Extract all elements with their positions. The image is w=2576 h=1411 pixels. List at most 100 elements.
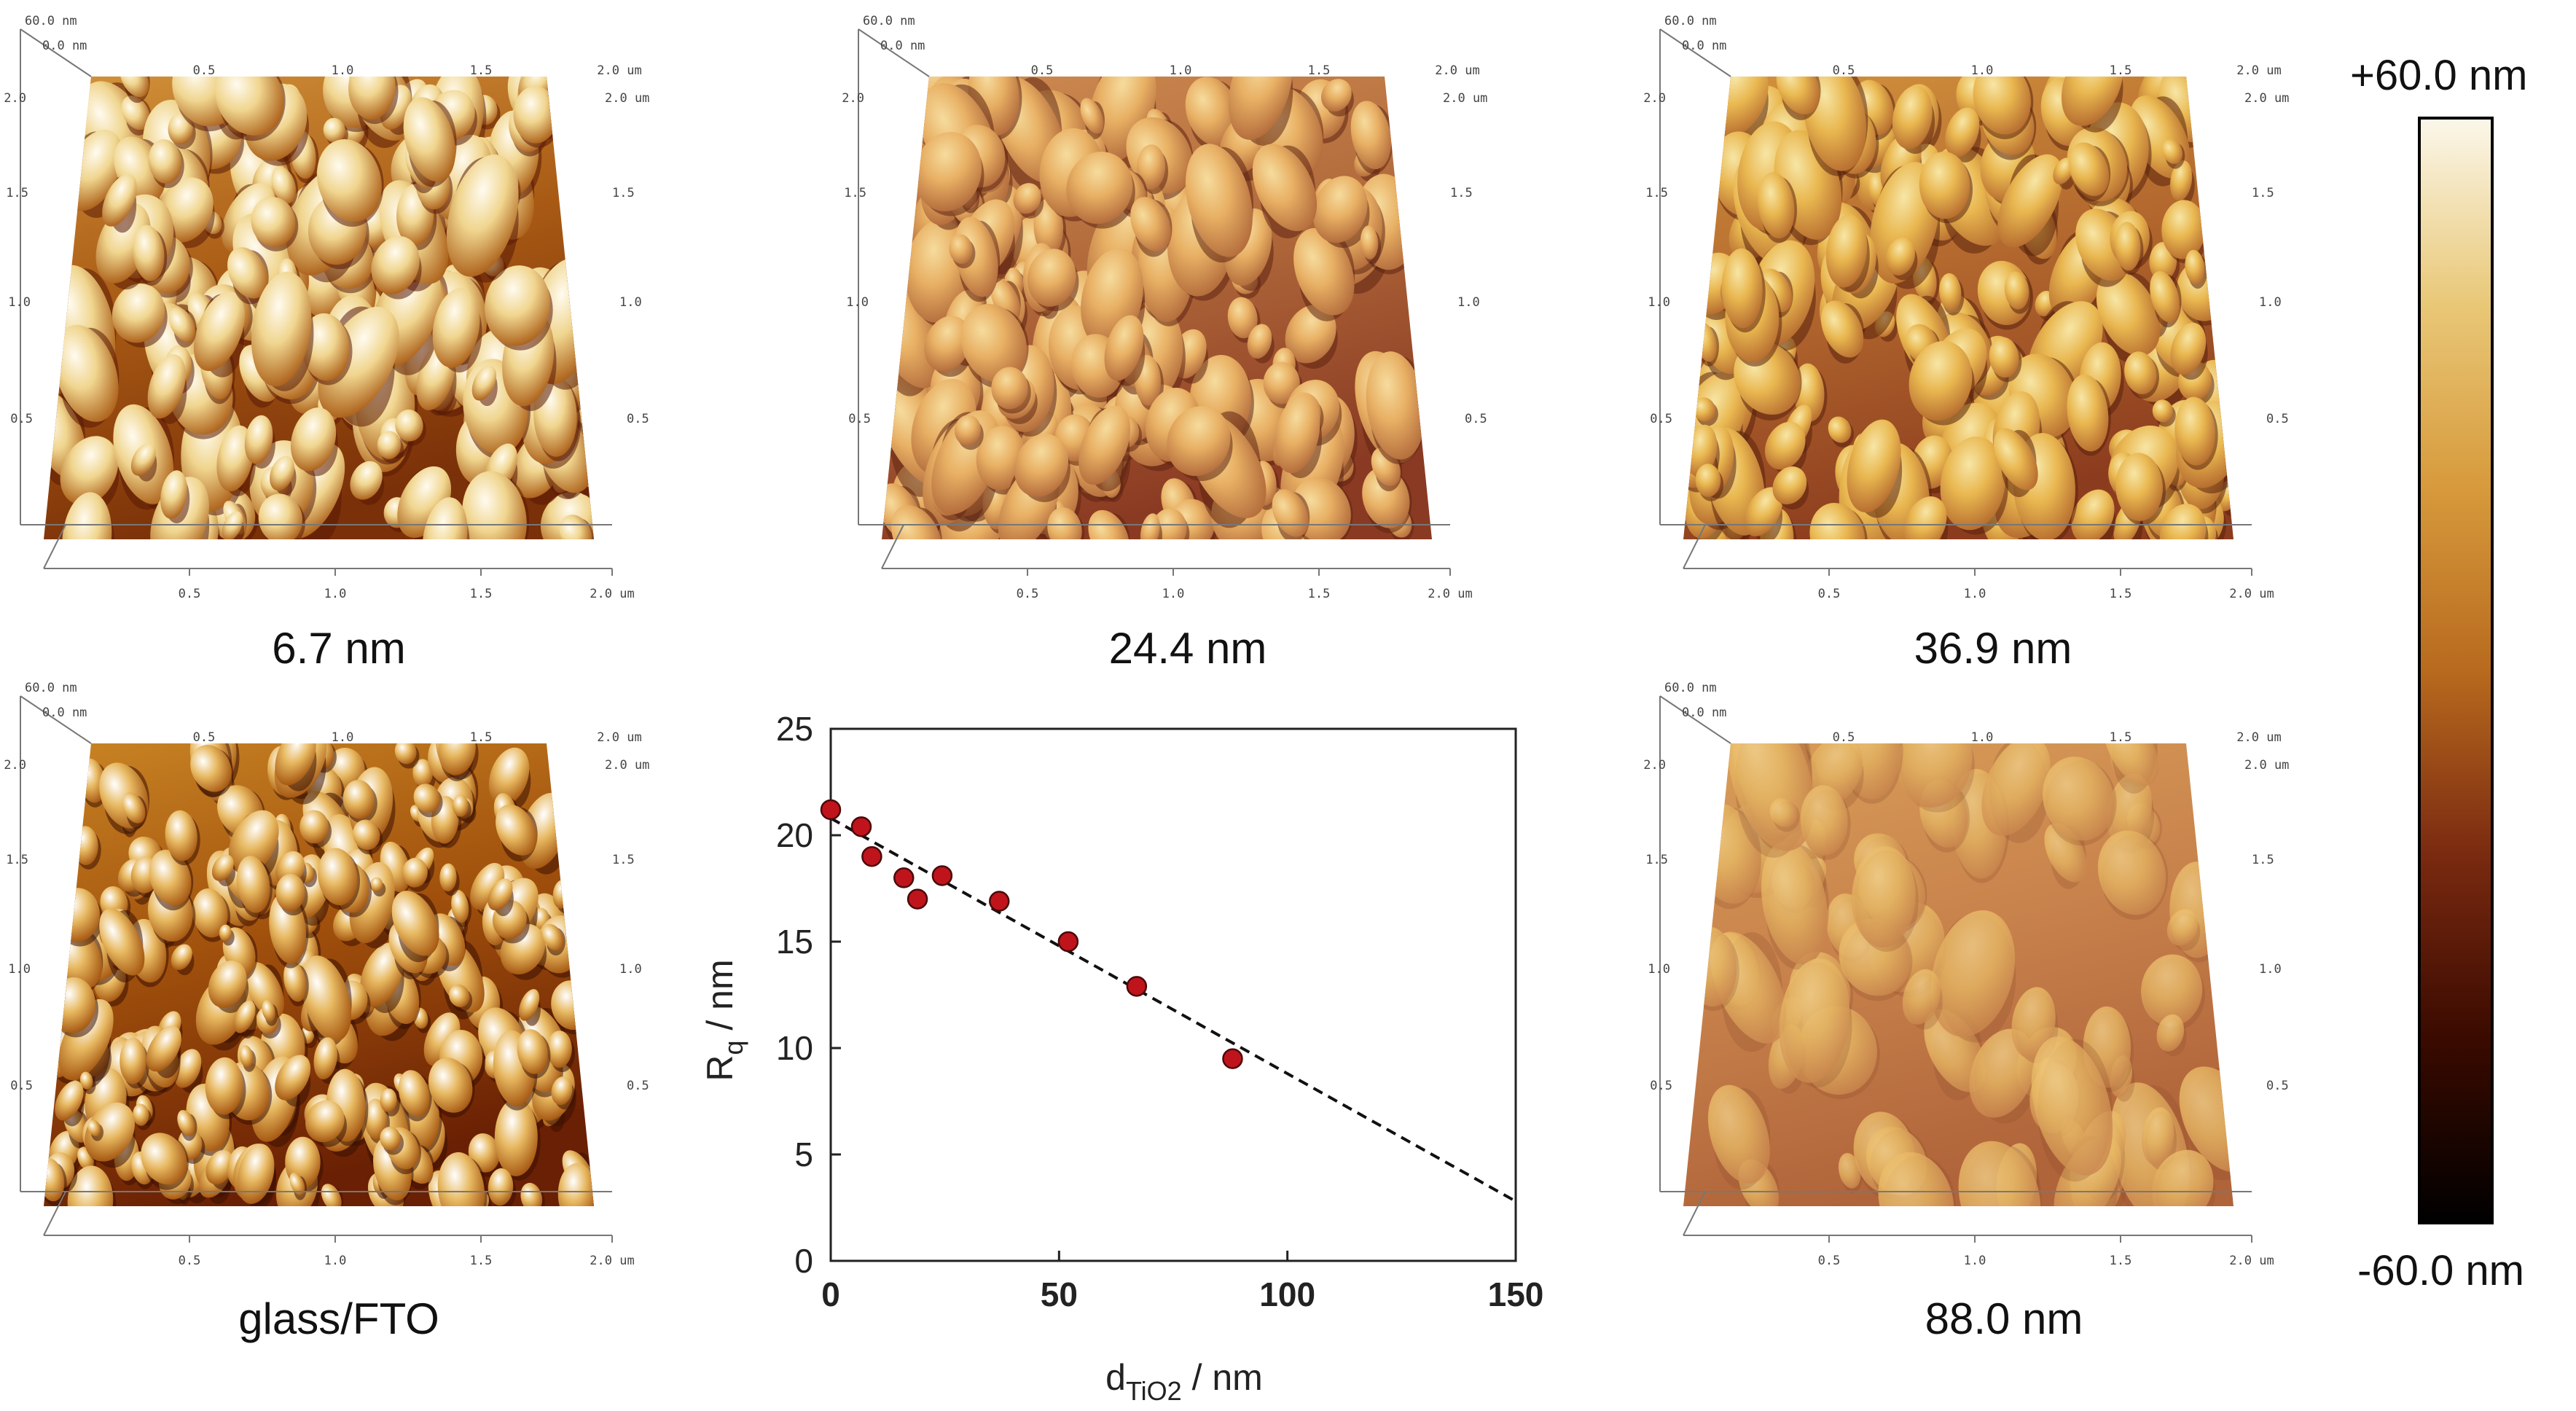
x-tick-label: 150: [1488, 1275, 1544, 1313]
z-zero-label: 0.0 nm: [1682, 39, 1726, 53]
y-tick-left: 1.5: [844, 186, 866, 200]
y-tick-right: 1.5: [2252, 186, 2274, 200]
data-point: [907, 888, 928, 910]
y-tick-left: 2.0: [842, 91, 864, 106]
y-tick-right: 0.5: [627, 412, 649, 426]
y-tick-right: 2.0 um: [2244, 758, 2289, 773]
y-tick-left: 1.0: [1648, 295, 1670, 310]
afm-panel-88.0nm: 60.0 nm 0.0 nm 0.5 0.5 1.0 1.0 1.5 1.5 2.0 2.0 um…: [1643, 681, 2289, 1279]
x-tick-bottom: 0.5: [1818, 1254, 1841, 1268]
data-point: [820, 799, 842, 821]
z-top-label: 60.0 nm: [863, 14, 915, 28]
x-tick-bottom: 0.5: [1017, 587, 1039, 601]
x-tick-top: 1.0: [1971, 63, 1994, 78]
y-tick-label: 25: [776, 710, 813, 748]
caption-88.0nm: 88.0 nm: [1925, 1294, 2083, 1343]
data-point: [931, 865, 953, 886]
x-tick-top: 0.5: [1031, 63, 1054, 78]
data-point: [893, 867, 915, 888]
afm-panel-36.9nm: 60.0 nm 0.0 nm 0.5 0.5 1.0 1.0 1.5 1.5 2.0 2.0 um…: [1643, 14, 2289, 612]
caption-36.9nm: 36.9 nm: [1914, 624, 2072, 673]
y-axis-title: Rq / nm: [700, 959, 748, 1081]
y-tick-right: 0.5: [2266, 1079, 2289, 1093]
y-tick-left: 0.5: [1650, 412, 1672, 426]
x-tick-top: 1.5: [470, 63, 493, 78]
x-tick-top: 2.0 um: [2236, 730, 2281, 745]
x-tick-top: 1.5: [2110, 730, 2132, 745]
x-tick-top: 0.5: [193, 730, 216, 745]
y-tick-label: 20: [776, 816, 813, 854]
y-tick-right: 0.5: [1465, 412, 1487, 426]
data-point: [861, 845, 882, 867]
x-tick-top: 1.0: [1971, 730, 1994, 745]
y-tick-left: 2.0: [4, 758, 26, 773]
x-tick-bottom: 2.0 um: [2229, 1254, 2274, 1268]
afm-panel-glass-fto: 60.0 nm 0.0 nm 0.5 0.5 1.0 1.0 1.5 1.5 2.0 2.0 um…: [4, 681, 649, 1279]
caption-24.4nm: 24.4 nm: [1108, 624, 1267, 673]
x-tick-top: 2.0 um: [2236, 63, 2281, 78]
y-tick-right: 1.0: [2259, 295, 2282, 310]
x-tick-bottom: 1.5: [470, 587, 493, 601]
colorbar-max-label: +60.0 nm: [2350, 52, 2528, 99]
x-tick-label: 50: [1041, 1275, 1078, 1313]
y-tick-left: 2.0: [1643, 91, 1666, 106]
x-tick-bottom: 1.5: [1308, 587, 1331, 601]
afm-panel-6.7nm: 60.0 nm 0.0 nm 0.5 0.5 1.0 1.0 1.5 1.5 2.0 2.0 um…: [4, 14, 649, 612]
y-tick-right: 1.5: [1450, 186, 1473, 200]
x-tick-bottom: 0.5: [179, 1254, 201, 1268]
x-tick-bottom: 0.5: [179, 587, 201, 601]
z-zero-label: 0.0 nm: [42, 706, 87, 720]
data-point: [1057, 931, 1079, 953]
y-tick-right: 0.5: [627, 1079, 649, 1093]
caption-glass-fto: glass/FTO: [238, 1294, 439, 1343]
y-tick-label: 5: [794, 1136, 813, 1173]
y-tick-left: 2.0: [1643, 758, 1666, 773]
y-tick-left: 2.0: [4, 91, 26, 106]
x-tick-bottom: 0.5: [1818, 587, 1841, 601]
x-tick-top: 0.5: [1833, 63, 1855, 78]
x-tick-bottom: 1.5: [2110, 1254, 2132, 1268]
fit-line: [830, 816, 1516, 1203]
x-tick-bottom: 1.0: [1162, 587, 1185, 601]
colorbar-gradient: [2418, 117, 2494, 1224]
y-tick-left: 1.0: [8, 962, 31, 977]
x-tick-bottom: 1.0: [1964, 587, 1986, 601]
z-zero-label: 0.0 nm: [1682, 706, 1726, 720]
x-tick-top: 1.5: [470, 730, 493, 745]
y-tick-left: 0.5: [1650, 1079, 1672, 1093]
x-tick-bottom: 2.0 um: [2229, 587, 2274, 601]
data-point: [1222, 1048, 1243, 1069]
y-tick-left: 0.5: [10, 1079, 33, 1093]
z-top-label: 60.0 nm: [25, 14, 77, 28]
data-point: [988, 891, 1010, 912]
z-zero-label: 0.0 nm: [880, 39, 925, 53]
y-tick-label: 0: [794, 1242, 813, 1280]
x-tick-top: 1.5: [1308, 63, 1331, 78]
x-tick-bottom: 1.5: [2110, 587, 2132, 601]
afm-panel-24.4nm: 60.0 nm 0.0 nm 0.5 0.5 1.0 1.0 1.5 1.5 2.0 2.0 um…: [842, 14, 1487, 612]
x-tick-top: 0.5: [1833, 730, 1855, 745]
x-tick-bottom: 1.0: [324, 587, 347, 601]
z-top-label: 60.0 nm: [1664, 14, 1717, 28]
plot-frame: [829, 727, 1517, 1262]
y-tick-right: 1.0: [1457, 295, 1480, 310]
caption-6.7nm: 6.7 nm: [272, 624, 406, 673]
colorbar: [2418, 117, 2494, 1224]
x-tick-bottom: 2.0 um: [1428, 587, 1472, 601]
x-tick-top: 2.0 um: [597, 730, 641, 745]
x-tick-bottom: 2.0 um: [590, 1254, 634, 1268]
y-tick-right: 2.0 um: [2244, 91, 2289, 106]
y-tick-label: 15: [776, 923, 813, 961]
y-tick-left: 1.5: [1645, 186, 1668, 200]
x-tick-top: 2.0 um: [597, 63, 641, 78]
y-tick-left: 1.0: [1648, 962, 1670, 977]
x-tick-bottom: 1.0: [1964, 1254, 1986, 1268]
y-tick-left: 1.5: [1645, 853, 1668, 867]
y-tick-right: 1.0: [619, 962, 642, 977]
x-tick-top: 1.5: [2110, 63, 2132, 78]
y-tick-right: 0.5: [2266, 412, 2289, 426]
x-tick-bottom: 1.5: [470, 1254, 493, 1268]
x-axis-title: dTiO2 / nm: [1105, 1357, 1263, 1406]
y-tick-left: 1.0: [8, 295, 31, 310]
y-tick-right: 1.5: [612, 853, 635, 867]
